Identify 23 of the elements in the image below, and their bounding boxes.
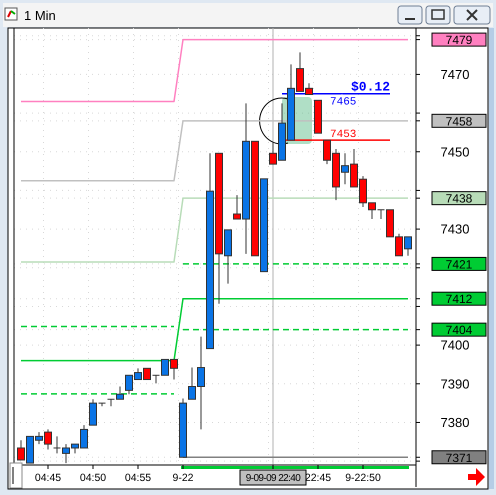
data-label: 7465 bbox=[330, 96, 356, 109]
x-tick-label: 04:55 bbox=[124, 472, 152, 484]
y-tick-label: 7479 bbox=[446, 33, 473, 48]
y-tick-label: 7404 bbox=[446, 323, 473, 338]
data-label: 7453 bbox=[330, 129, 356, 142]
x-tick-label: 9-09-09 22:40 bbox=[246, 473, 302, 484]
y-tick-label: 7412 bbox=[446, 292, 473, 306]
y-tick-label: 7371 bbox=[446, 450, 473, 465]
y-tick-label: 7470 bbox=[440, 66, 470, 82]
chart-title: 1 Min bbox=[24, 8, 56, 23]
x-tick-label: 9-22:50 bbox=[345, 472, 381, 484]
y-tick-label: 7450 bbox=[440, 144, 470, 160]
y-tick-label: 7458 bbox=[446, 114, 473, 128]
x-tick-label: 9-22 bbox=[172, 472, 194, 484]
annotation: $0.12 bbox=[350, 80, 390, 95]
y-tick-label: 7400 bbox=[440, 338, 470, 353]
x-tick-label: 04:50 bbox=[80, 472, 106, 484]
x-tick-label: 04:45 bbox=[34, 472, 62, 484]
y-tick-label: 7438 bbox=[446, 192, 473, 206]
y-tick-label: 7421 bbox=[446, 257, 473, 272]
y-tick-label: 7430 bbox=[440, 222, 470, 237]
y-tick-label: 7380 bbox=[440, 414, 470, 430]
y-tick-label: 7390 bbox=[440, 376, 470, 392]
